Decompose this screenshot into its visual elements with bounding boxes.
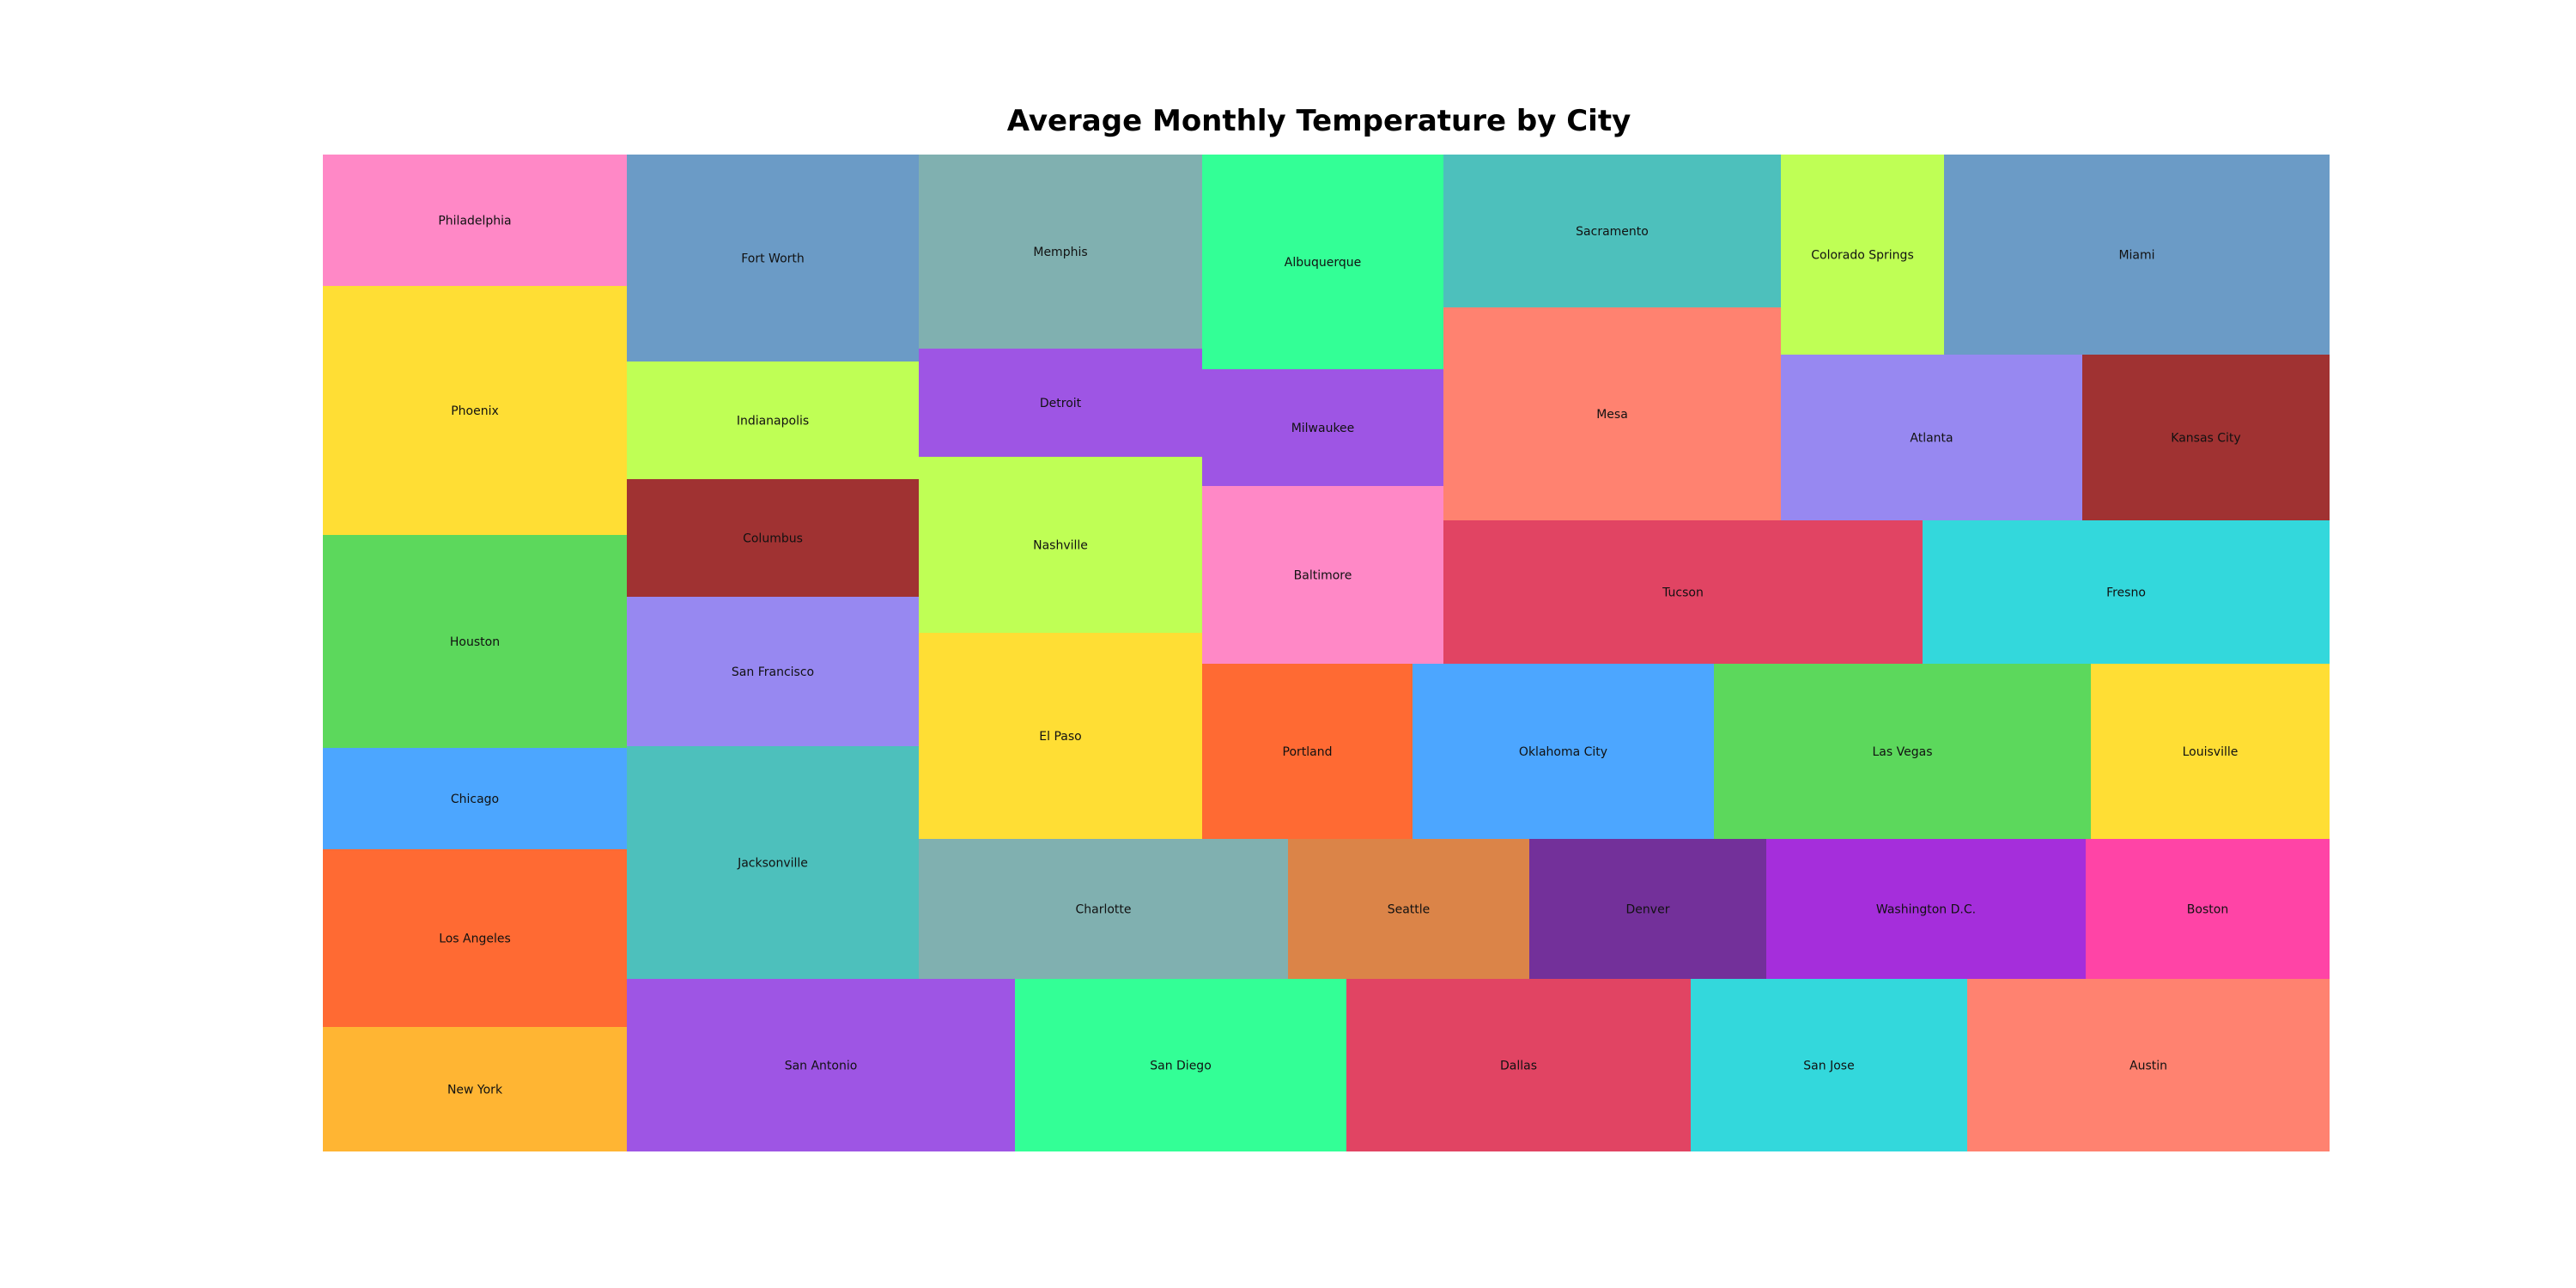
tile-las-vegas: [1714, 664, 2091, 839]
tile-label-oklahoma-city: Oklahoma City: [1519, 745, 1607, 759]
chart-title: Average Monthly Temperature by City: [1007, 104, 1631, 138]
tile-label-miami: Miami: [2118, 249, 2154, 263]
tile-label-sacramento: Sacramento: [1576, 225, 1649, 239]
tile-san-diego: [1015, 979, 1346, 1151]
tile-label-denver: Denver: [1626, 903, 1670, 917]
tile-label-san-antonio: San Antonio: [785, 1060, 858, 1073]
tile-label-mesa: Mesa: [1596, 408, 1628, 422]
tile-label-nashville: Nashville: [1033, 539, 1088, 553]
tile-fort-worth: [627, 155, 919, 361]
tile-label-jacksonville: Jacksonville: [737, 857, 808, 871]
tile-los-angeles: [323, 849, 627, 1027]
tile-label-indianapolis: Indianapolis: [737, 415, 809, 428]
tile-label-milwaukee: Milwaukee: [1291, 422, 1355, 435]
tile-phoenix: [323, 286, 627, 535]
tile-label-new-york: New York: [447, 1084, 503, 1097]
tile-atlanta: [1781, 355, 2082, 520]
tile-colorado-springs: [1781, 155, 1944, 355]
tile-label-fort-worth: Fort Worth: [741, 252, 805, 266]
tile-label-fresno: Fresno: [2106, 586, 2146, 600]
tile-dallas: [1346, 979, 1691, 1151]
tile-albuquerque: [1202, 155, 1443, 369]
tile-label-tucson: Tucson: [1662, 586, 1704, 600]
tile-label-memphis: Memphis: [1033, 246, 1087, 259]
tile-portland: [1202, 664, 1413, 839]
tile-label-los-angeles: Los Angeles: [439, 933, 511, 946]
tile-label-phoenix: Phoenix: [451, 404, 499, 418]
tile-label-colorado-springs: Colorado Springs: [1811, 249, 1914, 263]
tile-label-baltimore: Baltimore: [1294, 569, 1352, 583]
tile-columbus: [627, 479, 919, 597]
treemap-tiles: Philadelphia Phoenix Houston Chicago Los Ang…: [323, 155, 2330, 1151]
tile-new-york: [323, 1027, 627, 1151]
tile-fresno: [1923, 520, 2330, 664]
tile-chicago: [323, 748, 627, 849]
tile-houston: [323, 535, 627, 748]
tile-label-kansas-city: Kansas City: [2171, 432, 2240, 446]
tile-jacksonville: [627, 746, 919, 979]
tile-sacramento: [1443, 155, 1781, 307]
tile-boston: [2086, 839, 2330, 979]
tile-label-washington-d-c: Washington D.C.: [1876, 903, 1976, 917]
tile-el-paso: [919, 633, 1202, 839]
tile-detroit: [919, 349, 1202, 457]
tile-mesa: [1443, 307, 1781, 520]
tile-label-atlanta: Atlanta: [1910, 432, 1953, 446]
tile-label-el-paso: El Paso: [1039, 730, 1081, 744]
tile-louisville: [2091, 664, 2330, 839]
tile-label-houston: Houston: [450, 635, 500, 649]
tile-kansas-city: [2082, 355, 2330, 520]
tile-label-portland: Portland: [1283, 745, 1333, 759]
tile-label-austin: Austin: [2129, 1060, 2167, 1073]
tile-denver: [1529, 839, 1766, 979]
tile-label-louisville: Louisville: [2183, 745, 2239, 759]
tile-washington-d-c: [1766, 839, 2086, 979]
tile-label-san-jose: San Jose: [1803, 1060, 1854, 1073]
tile-philadelphia: [323, 155, 627, 286]
tile-label-dallas: Dallas: [1500, 1060, 1537, 1073]
tile-memphis: [919, 155, 1202, 349]
tile-label-detroit: Detroit: [1040, 397, 1082, 410]
tile-austin: [1967, 979, 2330, 1151]
tile-seattle: [1288, 839, 1529, 979]
tile-milwaukee: [1202, 369, 1443, 486]
tile-label-charlotte: Charlotte: [1075, 903, 1131, 917]
tile-indianapolis: [627, 361, 919, 479]
tile-label-chicago: Chicago: [451, 793, 499, 806]
tile-label-albuquerque: Albuquerque: [1285, 256, 1361, 270]
tile-miami: [1944, 155, 2330, 355]
tile-san-francisco: [627, 597, 919, 746]
tile-label-san-diego: San Diego: [1150, 1060, 1212, 1073]
tile-label-boston: Boston: [2187, 903, 2228, 917]
tile-label-las-vegas: Las Vegas: [1873, 745, 1933, 759]
tile-tucson: [1443, 520, 1923, 664]
tile-label-seattle: Seattle: [1388, 903, 1431, 917]
tile-label-columbus: Columbus: [743, 532, 803, 546]
tile-label-san-francisco: San Francisco: [732, 665, 814, 679]
tile-nashville: [919, 457, 1202, 633]
tile-oklahoma-city: [1413, 664, 1714, 839]
tile-charlotte: [919, 839, 1288, 979]
tile-san-jose: [1691, 979, 1967, 1151]
tile-san-antonio: [627, 979, 1015, 1151]
tile-label-philadelphia: Philadelphia: [438, 215, 511, 228]
tile-baltimore: [1202, 486, 1443, 664]
